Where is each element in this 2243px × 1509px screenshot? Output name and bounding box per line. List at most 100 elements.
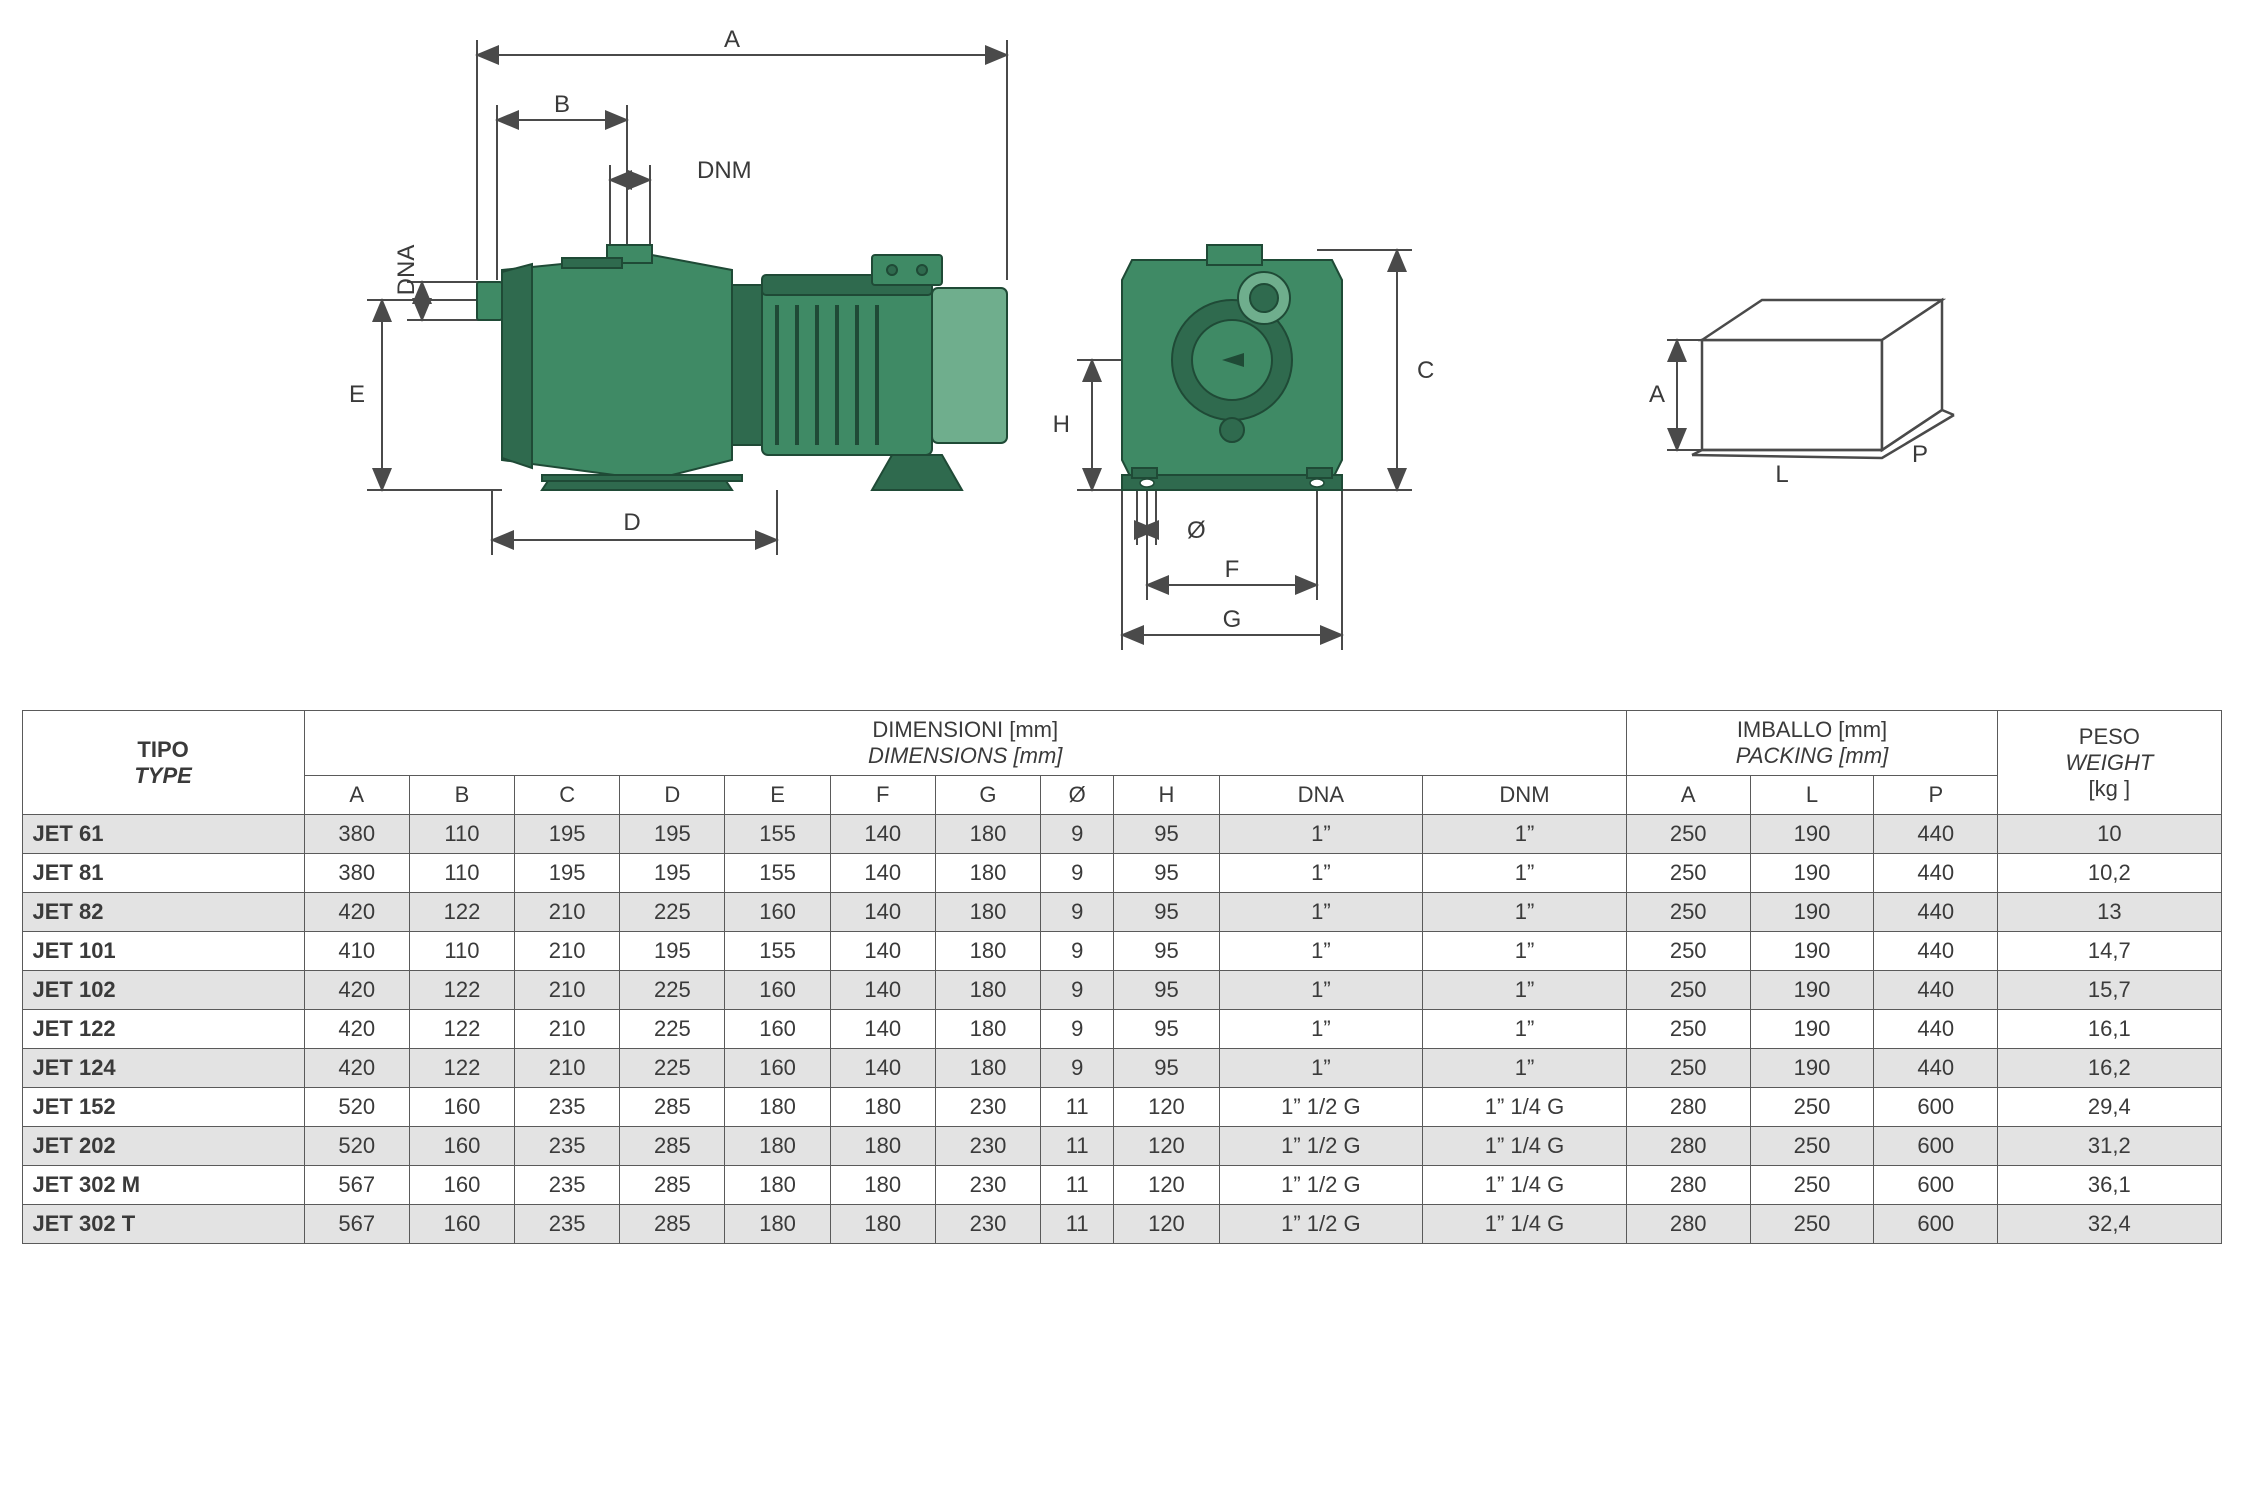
cell: 160 xyxy=(409,1088,514,1127)
cell-type: JET 61 xyxy=(22,815,304,854)
hdr-col: DNA xyxy=(1219,776,1423,815)
cell: 1” xyxy=(1423,932,1627,971)
cell: 380 xyxy=(304,854,409,893)
technical-drawings: A B DNM DNA E xyxy=(22,20,2222,680)
cell: 195 xyxy=(620,932,725,971)
cell: 1” 1/4 G xyxy=(1423,1088,1627,1127)
cell-type: JET 302 M xyxy=(22,1166,304,1205)
cell: 225 xyxy=(620,1010,725,1049)
hdr-dims: DIMENSIONI [mm] DIMENSIONS [mm] xyxy=(304,711,1626,776)
cell: 230 xyxy=(935,1127,1040,1166)
table-body: JET 613801101951951551401809951”1”250190… xyxy=(22,815,2221,1244)
hdr-col: E xyxy=(725,776,830,815)
cell: 250 xyxy=(1626,1049,1750,1088)
cell: 155 xyxy=(725,815,830,854)
cell: 140 xyxy=(830,854,935,893)
cell: 210 xyxy=(515,1010,620,1049)
cell: 1” xyxy=(1423,854,1627,893)
cell: 1” 1/2 G xyxy=(1219,1088,1423,1127)
cell: 440 xyxy=(1874,893,1998,932)
hdr-col: P xyxy=(1874,776,1998,815)
cell: 122 xyxy=(409,1049,514,1088)
cell: 11 xyxy=(1041,1088,1114,1127)
dim-label-DNA: DNA xyxy=(393,245,420,296)
cell: 11 xyxy=(1041,1166,1114,1205)
cell: 160 xyxy=(409,1205,514,1244)
cell: 600 xyxy=(1874,1088,1998,1127)
hdr-col: D xyxy=(620,776,725,815)
cell: 140 xyxy=(830,893,935,932)
cell: 440 xyxy=(1874,1049,1998,1088)
cell: 420 xyxy=(304,1049,409,1088)
cell-type: JET 302 T xyxy=(22,1205,304,1244)
pump-side-body xyxy=(477,245,1007,490)
table-row: JET 613801101951951551401809951”1”250190… xyxy=(22,815,2221,854)
cell-type: JET 124 xyxy=(22,1049,304,1088)
dim-label-DNM: DNM xyxy=(697,157,752,184)
cell: 195 xyxy=(515,815,620,854)
cell: 1” 1/4 G xyxy=(1423,1127,1627,1166)
table-row: JET 813801101951951551401809951”1”250190… xyxy=(22,854,2221,893)
cell: 180 xyxy=(935,815,1040,854)
hdr-pack: IMBALLO [mm] PACKING [mm] xyxy=(1626,711,1997,776)
cell: 230 xyxy=(935,1088,1040,1127)
cell-type: JET 82 xyxy=(22,893,304,932)
cell: 195 xyxy=(620,854,725,893)
cell: 180 xyxy=(935,854,1040,893)
table-row: JET 1014101102101951551401809951”1”25019… xyxy=(22,932,2221,971)
packing-box: A L P xyxy=(1648,300,1953,488)
cell: 180 xyxy=(725,1088,830,1127)
table-header: TIPO TYPE DIMENSIONI [mm] DIMENSIONS [mm… xyxy=(22,711,2221,815)
cell: 285 xyxy=(620,1205,725,1244)
cell: 10 xyxy=(1998,815,2221,854)
cell: 600 xyxy=(1874,1166,1998,1205)
cell: 250 xyxy=(1750,1166,1874,1205)
cell: 122 xyxy=(409,893,514,932)
cell: 280 xyxy=(1626,1205,1750,1244)
cell: 1” xyxy=(1219,932,1423,971)
cell: 250 xyxy=(1626,854,1750,893)
hdr-col: G xyxy=(935,776,1040,815)
cell: 280 xyxy=(1626,1166,1750,1205)
dim-label-D: D xyxy=(623,509,640,536)
dim-label-phi: Ø xyxy=(1187,517,1206,544)
cell: 235 xyxy=(515,1205,620,1244)
cell: 1” xyxy=(1219,854,1423,893)
hdr-col: Ø xyxy=(1041,776,1114,815)
cell: 225 xyxy=(620,893,725,932)
cell: 9 xyxy=(1041,893,1114,932)
cell: 180 xyxy=(935,1010,1040,1049)
cell-type: JET 202 xyxy=(22,1127,304,1166)
cell: 210 xyxy=(515,1049,620,1088)
hdr-weight: PESO WEIGHT [kg ] xyxy=(1998,711,2221,815)
cell: 380 xyxy=(304,815,409,854)
cell: 285 xyxy=(620,1088,725,1127)
cell: 520 xyxy=(304,1088,409,1127)
cell: 180 xyxy=(830,1166,935,1205)
cell: 160 xyxy=(409,1166,514,1205)
pump-front-body xyxy=(1122,245,1342,490)
hdr-col: H xyxy=(1114,776,1219,815)
cell: 1” 1/4 G xyxy=(1423,1205,1627,1244)
cell: 110 xyxy=(409,932,514,971)
hdr-col: B xyxy=(409,776,514,815)
cell: 11 xyxy=(1041,1127,1114,1166)
cell: 160 xyxy=(409,1127,514,1166)
cell: 420 xyxy=(304,971,409,1010)
cell: 140 xyxy=(830,1049,935,1088)
cell: 190 xyxy=(1750,854,1874,893)
cell-type: JET 152 xyxy=(22,1088,304,1127)
cell-type: JET 102 xyxy=(22,971,304,1010)
table-row: JET 202520160235285180180230111201” 1/2 … xyxy=(22,1127,2221,1166)
table-row: JET 1244201222102251601401809951”1”25019… xyxy=(22,1049,2221,1088)
cell: 280 xyxy=(1626,1088,1750,1127)
cell: 1” 1/2 G xyxy=(1219,1127,1423,1166)
hdr-type-main: TIPO xyxy=(33,737,294,763)
cell: 140 xyxy=(830,1010,935,1049)
hdr-weight-unit: [kg ] xyxy=(2002,776,2216,802)
cell: 180 xyxy=(935,971,1040,1010)
cell: 155 xyxy=(725,854,830,893)
cell: 225 xyxy=(620,971,725,1010)
cell: 440 xyxy=(1874,815,1998,854)
cell: 180 xyxy=(935,893,1040,932)
